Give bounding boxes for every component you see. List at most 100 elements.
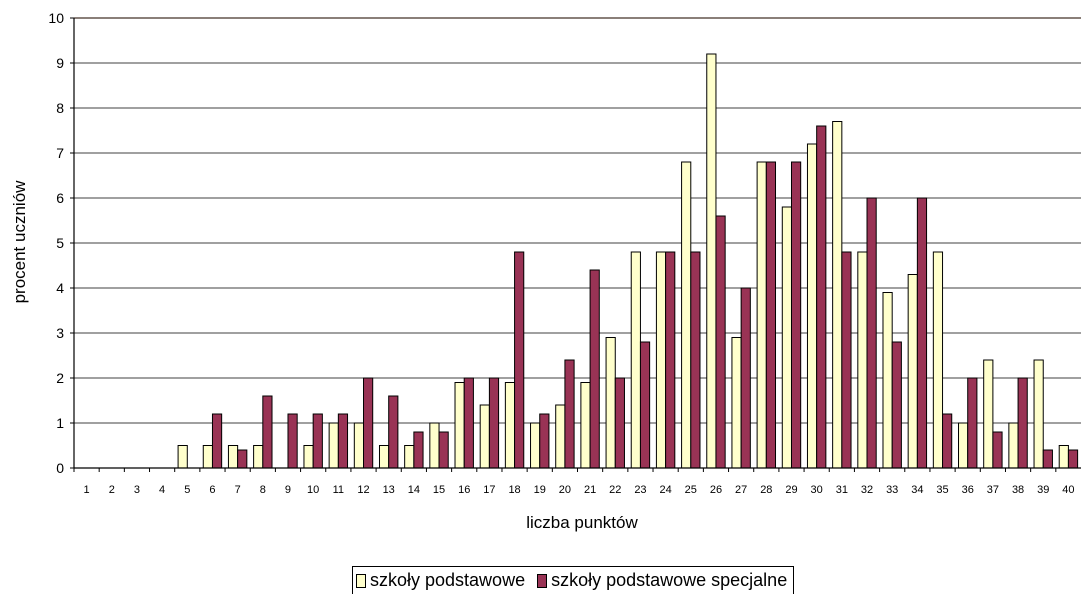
bar-series-2-21 — [589, 269, 600, 469]
x-tick-label: 5 — [184, 484, 190, 496]
y-tick-labels: 0 1 2 3 4 5 6 7 8 9 10 — [48, 10, 64, 476]
legend-label-series-2: szkoły podstawowe specjalne — [551, 570, 788, 590]
x-tick-label: 38 — [1012, 484, 1024, 496]
bar-series-2-12 — [363, 377, 374, 469]
bar-series-2-31 — [841, 251, 852, 469]
x-tick-label: 14 — [408, 484, 420, 496]
legend-item-series-2: szkoły podstawowe specjalne — [537, 567, 787, 594]
x-tick-label: 28 — [760, 484, 772, 496]
x-tick-label: 13 — [383, 484, 395, 496]
x-tick-label: 4 — [159, 484, 165, 496]
bar-series-2-40 — [1067, 449, 1079, 469]
x-tick-label: 20 — [559, 484, 571, 496]
y-axis-title: procent uczniów — [10, 180, 29, 304]
x-tick-label: 31 — [836, 484, 848, 496]
bar-series-1-16 — [454, 382, 465, 469]
bar-series-1-7 — [227, 445, 239, 469]
bar-series-1-20 — [555, 404, 566, 469]
bar-series-2-8 — [262, 395, 273, 469]
bar-series-1-5 — [177, 445, 188, 469]
x-tick-label: 16 — [458, 484, 470, 496]
bar-series-2-28 — [765, 161, 777, 469]
bar-series-2-24 — [665, 251, 676, 469]
bar-series-1-23 — [630, 251, 641, 469]
bar-series-1-36 — [958, 422, 969, 469]
legend-swatch-series-1 — [356, 573, 366, 588]
bar-series-1-24 — [655, 251, 667, 469]
bar-series-1-38 — [1008, 422, 1019, 469]
x-tick-label: 11 — [333, 484, 344, 496]
x-tick-label: 35 — [936, 484, 948, 496]
bar-series-2-39 — [1042, 449, 1053, 469]
x-tick-label: 22 — [609, 484, 621, 496]
x-tick-label: 18 — [508, 484, 520, 496]
bar-series-2-38 — [1017, 377, 1028, 469]
bar-series-1-40 — [1058, 445, 1069, 469]
bar-series-2-29 — [790, 161, 802, 469]
x-tick-label: 40 — [1062, 484, 1074, 496]
bar-series-1-30 — [806, 143, 818, 469]
bar-series-1-17 — [479, 404, 490, 469]
bar-series-2-27 — [740, 287, 751, 469]
bar-series-1-8 — [253, 445, 264, 469]
bar-series-1-29 — [781, 206, 792, 469]
bar-series-2-19 — [539, 413, 550, 469]
y-tick-label: 1 — [56, 415, 64, 431]
bar-series-2-25 — [690, 251, 701, 469]
x-tick-label: 10 — [307, 484, 319, 496]
bar-series-2-15 — [438, 431, 449, 469]
bar-series-2-13 — [388, 395, 399, 469]
x-tick-label: 19 — [534, 484, 546, 496]
x-tick-label: 17 — [483, 484, 495, 496]
bar-series-2-34 — [916, 197, 928, 469]
y-tick-label: 3 — [56, 325, 64, 341]
x-tick-label: 15 — [433, 484, 445, 496]
y-tick-label: 6 — [56, 190, 64, 206]
x-tick-label: 36 — [962, 484, 974, 496]
legend: szkoły podstawowe szkoły podstawowe spec… — [352, 566, 795, 594]
bar-series-1-11 — [328, 422, 339, 469]
x-axis-title: liczba punktów — [526, 513, 638, 532]
bar-series-2-26 — [715, 215, 726, 469]
bar-series-2-37 — [992, 431, 1003, 469]
x-tick-label: 23 — [634, 484, 646, 496]
y-tick-label: 10 — [48, 10, 64, 26]
x-tick-label: 39 — [1037, 484, 1049, 496]
gridlines — [74, 17, 1081, 424]
x-tick-label: 9 — [285, 484, 291, 496]
bar-series-2-22 — [614, 377, 625, 469]
x-tick-label: 8 — [260, 484, 266, 496]
bar-series-2-10 — [312, 413, 323, 469]
bar-series-2-14 — [413, 431, 424, 469]
x-tick-label: 34 — [911, 484, 923, 496]
bar-series-2-7 — [237, 449, 248, 469]
x-tick-labels: 1 2 3 4 5 6 7 8 9 10 11 12 13 14 15 16 17 18 19 20 21 22 23 24 2… — [84, 484, 1075, 496]
bar-series-1-37 — [983, 359, 994, 469]
bar-series-1-34 — [907, 274, 918, 469]
bar-series-1-13 — [378, 445, 390, 469]
y-tick-label: 4 — [56, 280, 64, 296]
bar-series-1-33 — [882, 292, 893, 469]
x-tick-label: 25 — [685, 484, 697, 496]
bar-series-2-9 — [287, 413, 298, 469]
x-tick-label: 1 — [84, 484, 90, 496]
bar-series-2-18 — [514, 251, 525, 469]
y-tick-label: 5 — [56, 235, 64, 251]
bar-series-1-14 — [404, 445, 415, 469]
axes — [70, 17, 1081, 472]
bar-series-2-35 — [942, 413, 953, 469]
bar-series-1-28 — [756, 161, 767, 469]
bar-series-2-11 — [337, 413, 349, 469]
bar-series-2-36 — [967, 377, 978, 469]
y-tick-label: 7 — [56, 145, 64, 161]
x-tick-label: 12 — [357, 484, 369, 496]
bars — [177, 53, 1079, 469]
legend-item-series-1: szkoły podstawowe — [356, 567, 525, 594]
bar-series-1-19 — [530, 422, 541, 469]
bar-series-1-26 — [706, 53, 717, 469]
x-tick-label: 7 — [235, 484, 241, 496]
bar-series-1-15 — [429, 422, 440, 469]
bar-series-2-33 — [891, 341, 902, 469]
y-tick-label: 2 — [56, 370, 64, 386]
bar-series-1-27 — [731, 337, 742, 469]
